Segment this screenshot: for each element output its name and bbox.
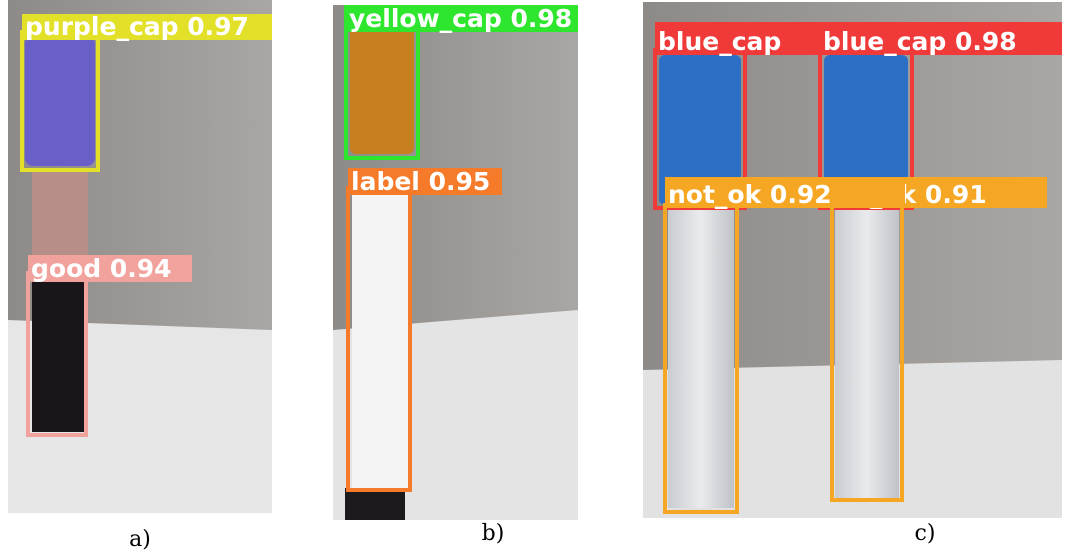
figure: purple_cap 0.97 good 0.94 yellow_cap 0.98 l… — [0, 0, 1070, 556]
photo-b — [333, 5, 578, 520]
detection-label: purple_cap 0.97 — [25, 12, 249, 41]
photo-c — [643, 2, 1062, 518]
detection-label: blue_cap — [658, 27, 781, 56]
page: purple_cap 0.97 good 0.94 yellow_cap 0.98 l… — [0, 0, 1070, 556]
detection-label: label 0.95 — [351, 167, 490, 196]
detection-label: good 0.94 — [31, 254, 172, 283]
panel-caption: c) — [915, 521, 936, 546]
panel-caption: a) — [129, 527, 151, 552]
panel-caption: b) — [482, 521, 505, 546]
detection-label: yellow_cap 0.98 — [349, 4, 572, 33]
detection-label: blue_cap 0.98 — [823, 27, 1017, 56]
detection-label: not_ok 0.92 — [668, 180, 832, 209]
